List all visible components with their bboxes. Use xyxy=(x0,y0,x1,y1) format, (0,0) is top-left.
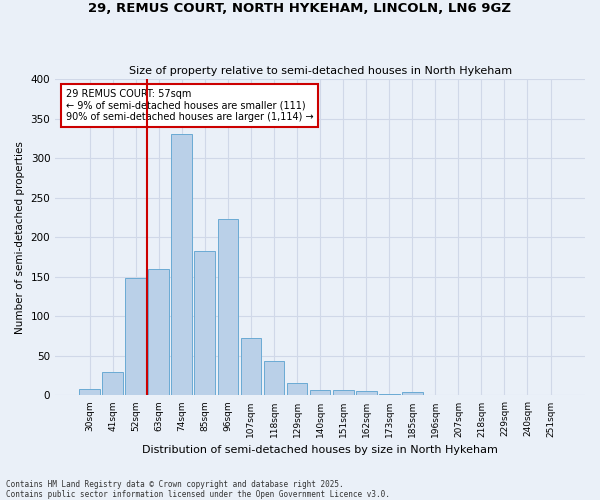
Bar xyxy=(148,269,169,396)
Bar xyxy=(402,392,422,396)
Bar xyxy=(263,360,284,396)
Bar xyxy=(125,278,146,396)
X-axis label: Distribution of semi-detached houses by size in North Hykeham: Distribution of semi-detached houses by … xyxy=(142,445,498,455)
Bar xyxy=(241,338,262,396)
Y-axis label: Number of semi-detached properties: Number of semi-detached properties xyxy=(15,141,25,334)
Title: Size of property relative to semi-detached houses in North Hykeham: Size of property relative to semi-detach… xyxy=(128,66,512,76)
Bar xyxy=(102,372,123,396)
Bar xyxy=(287,383,307,396)
Bar xyxy=(356,392,377,396)
Bar xyxy=(333,390,353,396)
Text: 29 REMUS COURT: 57sqm
← 9% of semi-detached houses are smaller (111)
90% of semi: 29 REMUS COURT: 57sqm ← 9% of semi-detac… xyxy=(66,88,313,122)
Bar xyxy=(379,394,400,396)
Text: Contains HM Land Registry data © Crown copyright and database right 2025.
Contai: Contains HM Land Registry data © Crown c… xyxy=(6,480,390,499)
Bar xyxy=(194,252,215,396)
Bar xyxy=(172,134,192,396)
Bar xyxy=(310,390,331,396)
Text: 29, REMUS COURT, NORTH HYKEHAM, LINCOLN, LN6 9GZ: 29, REMUS COURT, NORTH HYKEHAM, LINCOLN,… xyxy=(89,2,511,16)
Bar xyxy=(79,389,100,396)
Bar xyxy=(540,394,561,396)
Bar xyxy=(218,219,238,396)
Bar xyxy=(517,394,538,396)
